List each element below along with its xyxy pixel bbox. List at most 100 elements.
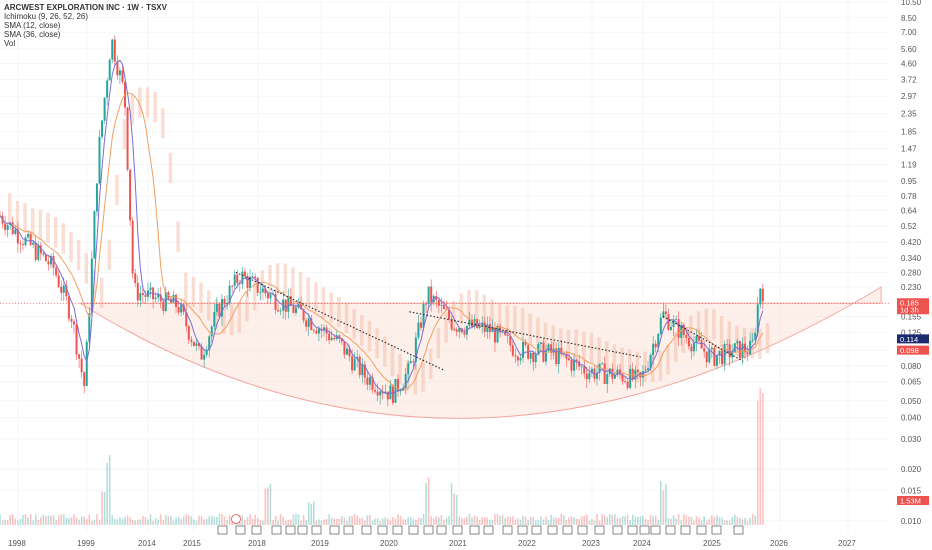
candle-body [652,343,655,355]
earnings-marker[interactable] [594,525,605,535]
volume-bar [313,501,315,525]
candle-body [106,80,109,98]
candle-body [208,336,211,351]
volume-bar [277,520,279,525]
candle-body [34,242,37,260]
candle-body [228,285,231,304]
candle-body [16,229,19,244]
volume-bar [310,503,313,525]
earnings-marker[interactable] [577,525,588,535]
earnings-marker[interactable] [392,525,403,535]
volume-bar [208,516,211,525]
candle-body [185,311,188,327]
candle-body [302,309,305,321]
earnings-marker[interactable] [711,525,722,535]
earnings-marker[interactable] [696,525,707,535]
candle-body [547,344,550,351]
earnings-marker[interactable] [469,525,480,535]
split-marker[interactable] [231,514,241,524]
earnings-marker[interactable] [436,525,447,535]
volume-bar [448,515,450,525]
candle-body [85,341,88,386]
candle-body [639,372,642,378]
candle-body [256,277,259,293]
volume-bar [341,516,343,525]
volume-bar [512,516,514,525]
cloud-segment [620,347,624,378]
candle-body [687,337,690,347]
candle-body [330,337,333,341]
volume-bar [440,515,443,525]
candle-body [75,324,78,355]
earnings-marker[interactable] [377,525,388,535]
earnings-marker[interactable] [329,525,340,535]
candle-body [713,347,716,366]
earnings-marker[interactable] [343,525,354,535]
candle-body [425,303,428,305]
candle-body [376,391,379,396]
volume-bar [17,520,19,525]
earnings-marker[interactable] [361,525,372,535]
volume-bar [22,515,24,525]
candle-body [21,244,24,246]
candle-body [726,343,729,345]
earnings-marker[interactable] [483,525,494,535]
candle-body [631,368,634,380]
candle-body [95,183,98,212]
earnings-marker[interactable] [285,525,296,535]
earnings-marker[interactable] [408,525,419,535]
y-tick-label: 0.040 [901,413,922,422]
price-tag-label: 1.53M [900,497,921,506]
x-tick-label: 1998 [8,539,26,548]
volume-bar [24,514,27,525]
x-tick-label: 2022 [518,539,536,548]
volume-bar [264,488,267,525]
candle-body [11,222,14,234]
candle-body [509,336,512,346]
candle-body [274,293,277,310]
earnings-marker[interactable] [297,525,308,535]
earnings-marker[interactable] [627,525,638,535]
candle-body [626,381,629,388]
volume-bar [489,519,491,525]
candle-body [453,329,456,330]
volume-bar [586,514,588,525]
earnings-marker[interactable] [235,525,246,535]
earnings-marker[interactable] [452,525,463,535]
cloud-segment [551,325,555,356]
candle-body [177,307,180,313]
volume-bar [425,483,427,525]
volume-bar [550,514,552,525]
earnings-marker[interactable] [217,525,228,535]
y-tick-label: 0.155 [901,312,922,321]
earnings-marker[interactable] [612,525,623,535]
earnings-marker[interactable] [531,525,542,535]
earnings-marker[interactable] [502,525,513,535]
earnings-marker[interactable] [547,525,558,535]
earnings-marker[interactable] [251,525,262,535]
earnings-marker[interactable] [733,525,744,535]
cloud-segment [8,193,12,224]
earnings-marker[interactable] [517,525,528,535]
cloud-segment [329,292,333,323]
candle-body [323,327,326,330]
volume-bar [580,516,583,525]
earnings-marker[interactable] [423,525,434,535]
cloud-segment [107,239,112,270]
candle-body [233,274,236,286]
earnings-marker[interactable] [639,525,650,535]
earnings-marker[interactable] [650,525,661,535]
volume-bar [455,495,458,525]
earnings-marker[interactable] [665,525,676,535]
volume-bar [170,515,172,525]
candle-body [328,333,331,341]
candle-body [759,288,762,305]
earnings-marker[interactable] [271,525,282,535]
volume-bar [471,517,473,525]
earnings-marker[interactable] [562,525,573,535]
earnings-marker[interactable] [680,525,691,535]
earnings-marker[interactable] [311,525,322,535]
candle-body [246,276,249,288]
cloud-segment [275,263,280,294]
